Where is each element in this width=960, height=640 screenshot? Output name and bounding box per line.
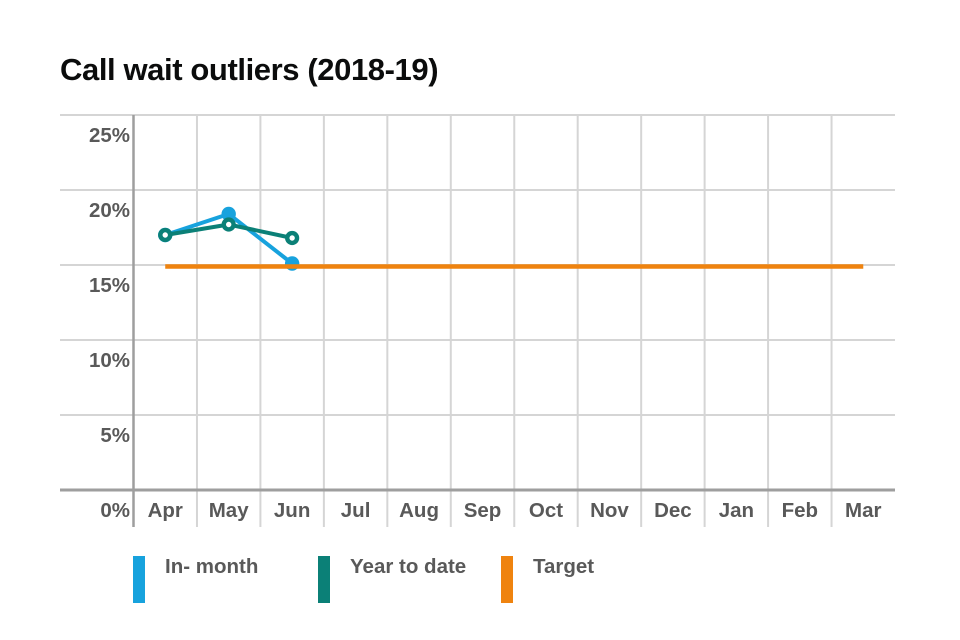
- legend-item-target: Target: [501, 556, 594, 603]
- legend-item-in-month: In- month: [133, 556, 258, 603]
- y-tick-label: 5%: [100, 424, 130, 447]
- legend-swatch-year-to-date: [318, 556, 330, 603]
- data-point-year-to-date-jun: [285, 230, 300, 246]
- x-tick-label: Feb: [782, 499, 818, 522]
- y-tick-label: 20%: [89, 199, 130, 222]
- x-tick-label: May: [209, 499, 249, 522]
- y-tick-label: 10%: [89, 349, 130, 372]
- x-tick-label: Jul: [341, 499, 371, 522]
- x-tick-label: Apr: [148, 499, 183, 522]
- y-tick-label: 15%: [89, 274, 130, 297]
- data-point-year-to-date-may: [221, 217, 236, 232]
- x-tick-label: Nov: [590, 499, 629, 522]
- x-tick-label: Jun: [274, 499, 310, 522]
- x-tick-label: Mar: [845, 499, 881, 522]
- x-tick-label: Jan: [719, 499, 754, 522]
- data-point-in-month-may: [221, 206, 236, 222]
- legend-label-target: Target: [533, 555, 595, 578]
- x-tick-label: Aug: [399, 499, 439, 522]
- legend-swatch-in-month: [133, 556, 145, 603]
- legend-label-year-to-date: Year to date: [350, 555, 467, 578]
- x-tick-label: Oct: [529, 499, 563, 522]
- legend-label-in-month: In- month: [165, 555, 259, 578]
- x-tick-label: Sep: [464, 499, 502, 522]
- data-point-year-to-date-apr: [158, 227, 173, 243]
- x-tick-label: Dec: [654, 499, 692, 522]
- legend-item-year-to-date: Year to date: [318, 556, 466, 603]
- chart-title: Call wait outliers (2018-19): [60, 52, 439, 87]
- legend-swatch-target: [501, 556, 513, 603]
- y-tick-label: 25%: [89, 124, 130, 147]
- y-tick-label: 0%: [100, 499, 130, 522]
